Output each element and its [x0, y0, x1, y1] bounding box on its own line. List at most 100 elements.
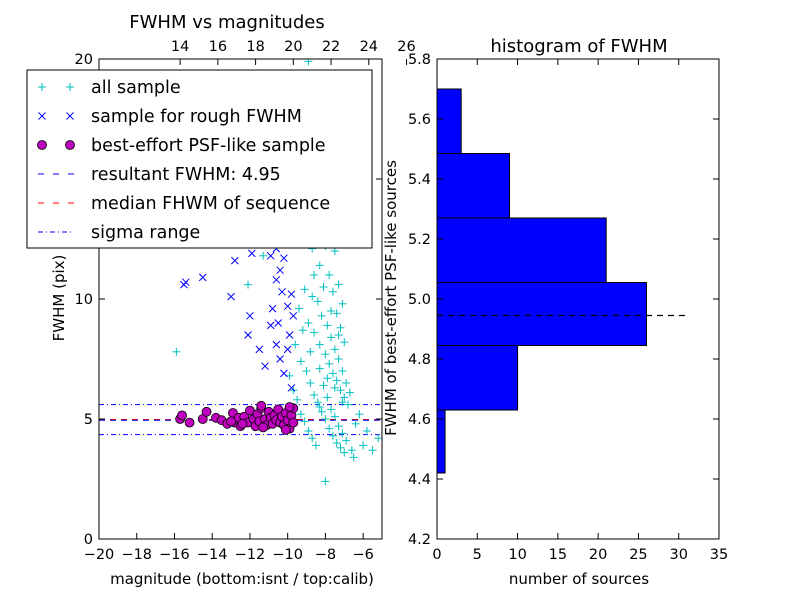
- all-sample-point: [344, 400, 353, 409]
- all-sample-point: [293, 395, 302, 404]
- all-sample-point: [368, 446, 377, 455]
- x-b: [244, 331, 252, 339]
- right-y-axis-label: FWHM of best-effort PSF-like sources: [382, 160, 400, 436]
- rough-sample-point: [181, 278, 190, 287]
- x-b: [283, 302, 292, 311]
- legend-entry-best: best-effort PSF-like sample: [37, 136, 326, 156]
- x-b: [278, 287, 286, 296]
- histogram-bar: [436, 217, 607, 283]
- all-sample-point: [319, 381, 328, 390]
- all-sample-point: [321, 477, 330, 486]
- all-sample-point: [336, 386, 345, 395]
- all-sample-point: [334, 280, 343, 289]
- rough-sample-point: [283, 302, 292, 311]
- x-b: [276, 266, 284, 275]
- all-sample-point: [340, 338, 349, 347]
- all-sample-point: [323, 374, 332, 383]
- x-b: [283, 345, 292, 354]
- all-sample-point: [374, 434, 382, 443]
- rough-sample-point: [198, 273, 207, 282]
- all-sample-point: [306, 347, 315, 356]
- x-b: [268, 304, 277, 313]
- left-x-tick-label: −8: [315, 547, 336, 563]
- x-b: [246, 311, 254, 320]
- left-y-tick-label: 0: [84, 532, 93, 548]
- legend-marker-best: [65, 140, 75, 150]
- right-x-tick-label: 10: [508, 547, 526, 563]
- all-sample-point: [338, 367, 347, 375]
- left-x-tick-label: −16: [159, 547, 190, 563]
- right-chart-title: histogram of FWHM: [490, 36, 667, 57]
- legend-label-median: median FHWM of sequence: [91, 194, 330, 214]
- all-sample-point: [330, 345, 339, 354]
- rough-sample-point: [261, 362, 269, 371]
- right-y-tick-label: 4.8: [408, 352, 431, 368]
- rough-sample-point: [268, 304, 277, 313]
- best-effort-point: [184, 417, 195, 428]
- legend-box: [26, 69, 373, 249]
- left-x-tick-label: −6: [352, 547, 373, 563]
- all-sample-point: [338, 398, 347, 407]
- rough-sample-point: [255, 345, 264, 354]
- left-y-tick-label: 5: [84, 412, 93, 428]
- legend-label-sigma: sigma range: [91, 223, 200, 243]
- legend-entry-resultant: resultant FWHM: 4.95: [38, 165, 281, 185]
- all-sample-point: [172, 347, 181, 356]
- all-sample-point: [300, 417, 309, 426]
- rough-sample-point: [285, 331, 294, 339]
- rough-sample-point: [278, 287, 286, 296]
- all-sample-point: [321, 415, 330, 423]
- best-effort-point: [177, 410, 187, 421]
- all-sample-point: [327, 333, 336, 342]
- right-x-axis-label: number of sources: [509, 570, 649, 588]
- histogram-bar: [436, 282, 647, 346]
- histogram-bar: [436, 88, 462, 154]
- all-sample-point: [338, 429, 347, 438]
- right-y-tick-label: 5.8: [408, 52, 431, 68]
- left-x-tick-label: −20: [84, 547, 115, 563]
- legend-label-resultant: resultant FWHM: 4.95: [91, 165, 281, 185]
- best-effort-point: [284, 402, 295, 412]
- all-sample-point: [332, 376, 341, 385]
- all-sample-point: [313, 398, 322, 407]
- all-sample-point: [336, 323, 345, 332]
- rough-sample-point: [289, 311, 298, 320]
- rough-sample-point: [266, 321, 275, 330]
- all-sample-point: [349, 453, 358, 462]
- all-sample-point: [304, 319, 313, 327]
- legend-label-best: best-effort PSF-like sample: [91, 136, 326, 156]
- x-b: [66, 112, 74, 120]
- legend-label-all: all sample: [91, 78, 181, 98]
- x-b: [285, 331, 294, 339]
- all-sample-point: [66, 83, 74, 91]
- right-x-tick-label: 35: [710, 547, 728, 563]
- all-sample-point: [311, 441, 320, 450]
- all-sample-point: [323, 393, 332, 402]
- all-sample-point: [321, 350, 330, 359]
- rough-sample-point: [247, 249, 256, 258]
- right-y-tick-label: 5.2: [408, 232, 431, 248]
- legend-marker-best: [37, 140, 47, 150]
- rough-sample-point: [287, 290, 296, 299]
- left-top-x-tick-label: 26: [397, 39, 415, 55]
- legend-entry-all: all sample: [38, 78, 181, 98]
- best-effort-point: [288, 417, 299, 428]
- all-sample-point: [347, 446, 356, 455]
- x-b: [38, 112, 46, 120]
- x-b: [198, 273, 207, 282]
- all-sample-point: [328, 431, 337, 440]
- x-b: [266, 251, 275, 260]
- legend-entry-rough: sample for rough FWHM: [38, 107, 302, 127]
- best-effort-point: [258, 422, 269, 433]
- all-sample-point: [327, 307, 336, 315]
- all-sample-point: [334, 355, 343, 363]
- fwhm-histogram-chart: histogram of FWHM number of sources FWHM…: [382, 36, 728, 588]
- rough-sample-point: [274, 319, 283, 327]
- right-x-tick-label: 20: [589, 547, 607, 563]
- all-sample-point: [323, 321, 332, 330]
- all-sample-point: [306, 379, 315, 387]
- rough-sample-point: [230, 256, 239, 265]
- legend-entry-median: median FHWM of sequence: [38, 194, 330, 214]
- legend-label-rough: sample for rough FWHM: [91, 107, 302, 127]
- all-sample-point: [296, 357, 305, 366]
